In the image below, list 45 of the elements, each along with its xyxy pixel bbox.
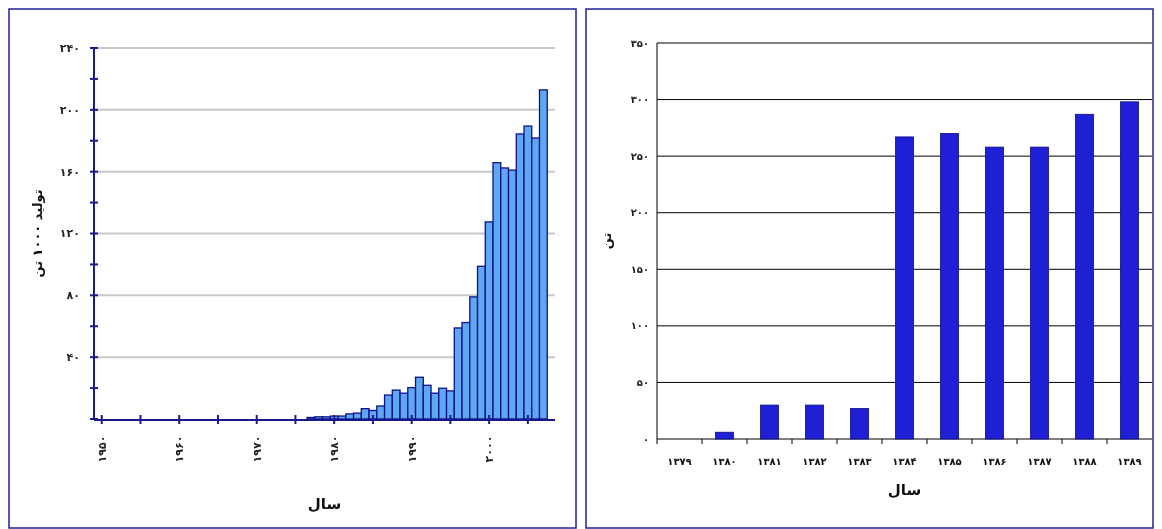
bar xyxy=(1120,101,1139,440)
y-tick-label: ۲۴۰ xyxy=(59,41,80,55)
y-tick-label: ۴۰ xyxy=(66,351,80,365)
x-tick-label: ۱۹۶۰ xyxy=(173,435,187,463)
bar xyxy=(805,404,824,440)
x-tick-label: ۱۳۸۳ xyxy=(847,456,872,467)
y-tick-label: ۰ xyxy=(642,433,649,445)
bar xyxy=(1075,113,1094,440)
y-tick-label: ۲۰۰ xyxy=(59,103,80,117)
y-tick-label: ۲۵۰ xyxy=(630,150,649,162)
x-tick-label: ۱۳۸۲ xyxy=(802,456,827,467)
bar xyxy=(985,146,1004,440)
bar xyxy=(715,431,734,440)
x-tick-label: ۱۳۸۴ xyxy=(892,456,917,467)
y-tick-label: ۲۰۰ xyxy=(630,207,649,219)
x-tick-label: ۱۳۸۰ xyxy=(712,456,737,467)
x-axis-title: سال xyxy=(307,495,342,513)
bar xyxy=(850,408,869,440)
y-tick-label: ۸۰ xyxy=(66,289,80,303)
bar xyxy=(940,133,959,440)
x-tick-label: ۲۰۰۰ xyxy=(482,435,496,463)
x-tick-label: ۱۹۷۰ xyxy=(250,435,264,463)
bar xyxy=(895,136,914,440)
y-tick-label: ۵۰ xyxy=(636,376,649,388)
bar xyxy=(760,404,779,440)
y-tick-label: ۱۰۰ xyxy=(630,320,649,332)
y-axis-title: تن xyxy=(599,232,614,250)
x-tick-label: ۱۳۸۷ xyxy=(1027,456,1052,467)
x-tick-label: ۱۳۸۵ xyxy=(937,456,962,467)
y-tick-label: ۱۲۰ xyxy=(59,227,80,241)
x-tick-label: ۱۹۹۰ xyxy=(405,435,419,463)
x-tick-label: ۱۳۸۱ xyxy=(757,456,782,467)
x-tick-label: ۱۳۸۸ xyxy=(1072,456,1097,467)
y-tick-label: ۳۵۰ xyxy=(630,37,649,49)
x-axis-title: سال xyxy=(887,481,922,499)
x-tick-label: ۱۳۸۹ xyxy=(1117,456,1142,467)
y-axis-title: تولید ۱۰۰۰ تن xyxy=(30,189,45,278)
y-tick-label: ۱۵۰ xyxy=(630,263,649,275)
bar xyxy=(1030,146,1049,440)
y-tick-label: ۱۶۰ xyxy=(59,165,80,179)
y-tick-label: ۳۰۰ xyxy=(630,94,649,106)
x-tick-label: ۱۳۷۹ xyxy=(667,456,692,467)
x-tick-label: ۱۹۵۰ xyxy=(95,435,109,463)
x-tick-label: ۱۹۸۰ xyxy=(328,435,342,463)
x-tick-label: ۱۳۸۶ xyxy=(982,456,1007,467)
